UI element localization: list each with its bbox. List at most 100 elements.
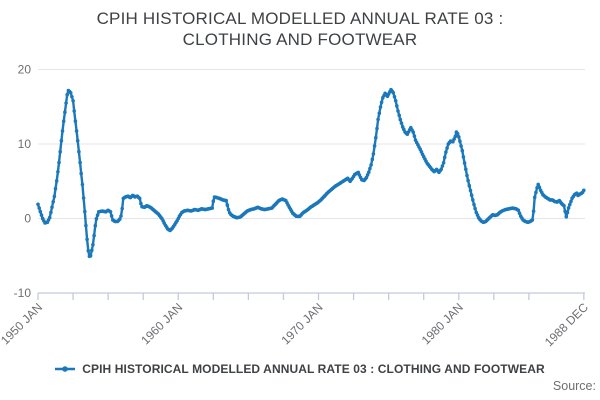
data-point-marker [118, 217, 122, 221]
data-point-marker [374, 135, 378, 140]
data-point-marker [79, 171, 83, 176]
data-point-marker [71, 99, 75, 103]
data-point-marker [375, 126, 379, 131]
series-line [36, 88, 585, 258]
data-point-marker [376, 117, 380, 122]
data-point-marker [412, 134, 417, 138]
data-point-marker [36, 202, 40, 207]
data-point-marker [72, 109, 76, 113]
data-point-marker [364, 175, 369, 180]
data-point-marker [530, 218, 535, 222]
data-point-marker [86, 249, 91, 253]
data-point-marker [224, 198, 228, 203]
data-point-marker [458, 139, 462, 143]
data-point-marker [372, 144, 377, 148]
data-point-marker [465, 173, 469, 178]
data-point-marker [562, 204, 566, 208]
data-point-marker [93, 223, 98, 228]
data-point-marker [460, 148, 465, 153]
x-axis-label: 1970 JAN [278, 300, 325, 347]
data-point-marker [90, 248, 94, 253]
data-point-marker [473, 206, 477, 211]
data-point-marker [532, 195, 537, 200]
data-point-marker [369, 163, 373, 167]
data-point-marker [109, 214, 114, 218]
data-point-marker [52, 194, 57, 199]
y-axis-label: 20 [18, 63, 32, 77]
data-point-marker [566, 206, 571, 210]
chart-title-line-2: CLOTHING AND FOOTWEAR [182, 30, 418, 49]
data-point-marker [397, 113, 402, 118]
data-point-marker [466, 178, 470, 183]
data-point-marker [457, 135, 461, 139]
data-point-marker [75, 138, 80, 143]
data-point-marker [88, 254, 93, 258]
data-point-marker [441, 161, 446, 165]
data-point-marker [411, 130, 416, 134]
data-point-marker [68, 91, 73, 95]
data-point-marker [70, 95, 74, 99]
data-point-marker [440, 164, 445, 168]
data-point-marker [108, 210, 113, 214]
data-point-marker [537, 185, 542, 189]
data-point-marker [442, 155, 447, 160]
data-point-marker [392, 95, 397, 99]
legend-line-marker-icon [55, 366, 76, 372]
data-point-marker [461, 155, 466, 159]
x-axis-label: 1988 DEC [542, 300, 591, 349]
data-point-marker [63, 110, 67, 114]
data-point-marker [95, 213, 100, 217]
data-point-marker [211, 199, 216, 203]
data-point-marker [73, 119, 78, 123]
data-point-marker [395, 104, 399, 108]
data-point-marker [53, 186, 58, 191]
data-point-marker [54, 179, 59, 183]
data-point-marker [568, 202, 572, 207]
data-point-marker [92, 233, 96, 238]
data-point-marker [564, 215, 569, 219]
series-cpih-clothing-footwear[interactable] [36, 87, 586, 259]
chart-title-line-1: CPIH HISTORICAL MODELLED ANNUAL RATE 03 … [96, 9, 504, 28]
data-point-marker [462, 161, 467, 165]
data-point-marker [534, 190, 538, 195]
data-point-marker [51, 200, 55, 204]
data-point-marker [472, 202, 476, 207]
data-point-marker [39, 213, 44, 217]
chart-title: CPIH HISTORICAL MODELLED ANNUAL RATE 03 … [0, 8, 600, 50]
data-point-marker [84, 223, 88, 228]
data-point-marker [139, 201, 143, 206]
data-point-marker [367, 170, 371, 174]
data-point-marker [74, 129, 79, 133]
data-point-marker [60, 129, 65, 133]
y-axis-label: -10 [14, 286, 32, 300]
y-axis-label: 10 [18, 137, 32, 151]
data-point-marker [396, 109, 400, 113]
data-point-marker [371, 152, 376, 156]
data-point-marker [56, 170, 60, 174]
x-axis-label: 1960 JAN [138, 300, 185, 347]
data-point-marker [468, 188, 473, 193]
data-point-marker [531, 209, 536, 213]
data-point-marker [517, 211, 522, 215]
data-point-marker [536, 182, 540, 187]
data-point-marker [379, 100, 384, 105]
data-point-marker [455, 131, 460, 136]
data-point-marker [65, 92, 69, 97]
data-point-marker [226, 207, 231, 212]
data-point-marker [94, 217, 99, 221]
data-point-marker [78, 160, 82, 165]
data-point-marker [569, 199, 573, 204]
data-point-marker [516, 208, 521, 213]
data-point-marker [445, 146, 449, 150]
data-point-marker [368, 166, 372, 171]
data-point-marker [459, 144, 463, 148]
data-point-marker [77, 149, 81, 154]
y-axis-label: 0 [24, 212, 31, 226]
data-point-marker [119, 214, 123, 218]
data-point-marker [81, 196, 86, 200]
legend-item[interactable]: CPIH HISTORICAL MODELLED ANNUAL RATE 03 … [0, 362, 600, 376]
data-point-marker [467, 183, 472, 188]
data-point-marker [64, 101, 68, 105]
data-point-marker [378, 105, 383, 109]
